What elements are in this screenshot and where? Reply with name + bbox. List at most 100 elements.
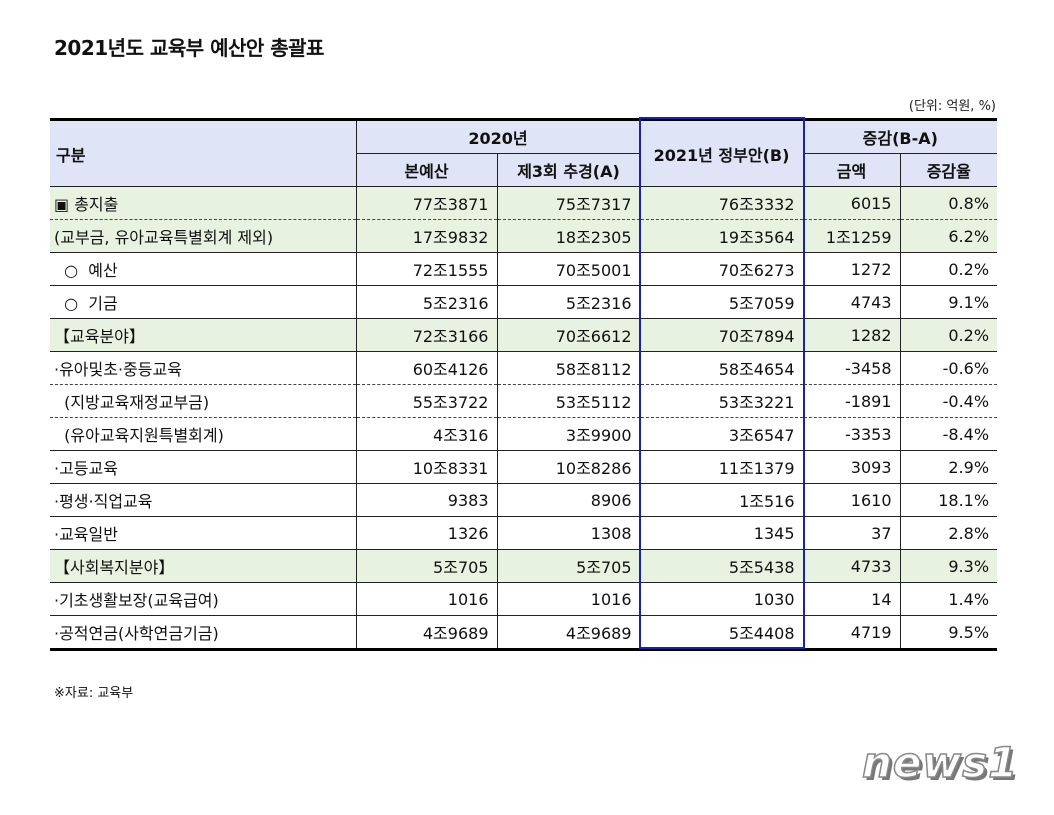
cell-label: ·평생·직업교육 — [50, 483, 356, 517]
table-row: ·유아및초·중등교육 60조4126 58조8112 58조4654 -3458 -0.6… — [50, 351, 998, 385]
cell-supp: 4조9689 — [496, 615, 641, 651]
cell-rate: 2.9% — [899, 450, 998, 484]
header-category: 구분 — [50, 118, 357, 187]
header-supp3: 제3회 추경(A) — [496, 153, 641, 187]
cell-main: 1326 — [355, 516, 497, 550]
cell-rate: 0.2% — [899, 252, 998, 286]
cell-gov: 58조4654 — [639, 351, 804, 385]
cell-label: (지방교육재정교부금) — [50, 384, 356, 418]
news1-logo: news1 — [861, 737, 1019, 788]
header-change: 증감(B-A) — [802, 118, 998, 154]
cell-label: ▣ 총지출 — [50, 186, 356, 220]
cell-supp: 3조9900 — [496, 417, 641, 451]
cell-amount: -3458 — [802, 351, 901, 385]
cell-amount: 4719 — [802, 615, 901, 651]
cell-label: ·공적연금(사학연금기금) — [50, 615, 356, 651]
cell-rate: -0.6% — [899, 351, 998, 385]
cell-main: 77조3871 — [355, 186, 497, 220]
cell-amount: 14 — [802, 582, 901, 616]
cell-main: 4조9689 — [355, 615, 497, 651]
cell-supp: 10조8286 — [496, 450, 641, 484]
cell-main: 17조9832 — [355, 219, 497, 253]
cell-main: 1016 — [355, 582, 497, 616]
cell-amount: 1272 — [802, 252, 901, 286]
table-row: (유아교육지원특별회계) 4조316 3조9900 3조6547 -3353 -8.4% — [50, 417, 998, 451]
cell-gov: 5조4408 — [639, 615, 804, 651]
cell-supp: 18조2305 — [496, 219, 641, 253]
table-row: 【교육분야】 72조3166 70조6612 70조7894 1282 0.2% — [50, 318, 998, 352]
cell-main: 60조4126 — [355, 351, 497, 385]
cell-main: 5조2316 — [355, 285, 497, 319]
cell-label: ·고등교육 — [50, 450, 356, 484]
table-row: ·고등교육 10조8331 10조8286 11조1379 3093 2.9% — [50, 450, 998, 484]
cell-gov: 70조7894 — [639, 318, 804, 352]
cell-gov: 3조6547 — [639, 417, 804, 451]
cell-supp: 1016 — [496, 582, 641, 616]
cell-label: (교부금, 유아교육특별회계 제외) — [50, 219, 356, 253]
cell-rate: 9.1% — [899, 285, 998, 319]
cell-amount: 1조1259 — [802, 219, 901, 253]
table-row: ·기초생활보장(교육급여) 1016 1016 1030 14 1.4% — [50, 582, 998, 616]
header-main-budget: 본예산 — [355, 153, 498, 187]
cell-rate: 18.1% — [899, 483, 998, 517]
cell-label: 【사회복지분야】 — [50, 549, 356, 583]
cell-gov: 76조3332 — [639, 186, 804, 220]
cell-supp: 5조705 — [496, 549, 641, 583]
cell-main: 72조1555 — [355, 252, 497, 286]
header-2021-gov: 2021년 정부안(B) — [639, 118, 804, 187]
cell-rate: 1.4% — [899, 582, 998, 616]
header-rate: 증감율 — [899, 153, 998, 187]
cell-gov: 53조3221 — [639, 384, 804, 418]
cell-main: 72조3166 — [355, 318, 497, 352]
cell-supp: 1308 — [496, 516, 641, 550]
cell-amount: -1891 — [802, 384, 901, 418]
cell-supp: 5조2316 — [496, 285, 641, 319]
table-row: ·교육일반 1326 1308 1345 37 2.8% — [50, 516, 998, 550]
cell-supp: 75조7317 — [496, 186, 641, 220]
cell-amount: 1610 — [802, 483, 901, 517]
unit-note: (단위: 억원, %) — [908, 99, 996, 114]
cell-label: ·유아및초·중등교육 — [50, 351, 356, 385]
cell-gov: 5조7059 — [639, 285, 804, 319]
cell-main: 9383 — [355, 483, 497, 517]
cell-label: ○ 기금 — [50, 285, 356, 319]
cell-amount: 3093 — [802, 450, 901, 484]
table-row: ▣ 총지출 77조3871 75조7317 76조3332 6015 0.8% — [50, 186, 998, 220]
cell-gov: 19조3564 — [639, 219, 804, 253]
cell-supp: 70조6612 — [496, 318, 641, 352]
cell-gov: 1345 — [639, 516, 804, 550]
page-title: 2021년도 교육부 예산안 총괄표 — [54, 36, 324, 60]
cell-main: 4조316 — [355, 417, 497, 451]
cell-supp: 58조8112 — [496, 351, 641, 385]
header-2020: 2020년 — [355, 118, 641, 154]
cell-amount: 1282 — [802, 318, 901, 352]
cell-amount: 6015 — [802, 186, 901, 220]
cell-main: 10조8331 — [355, 450, 497, 484]
cell-amount: -3353 — [802, 417, 901, 451]
cell-gov: 1조516 — [639, 483, 804, 517]
source-note: ※자료: 교육부 — [54, 686, 134, 701]
table-row: ·공적연금(사학연금기금) 4조9689 4조9689 5조4408 4719 9.5% — [50, 615, 998, 651]
table-row: 【사회복지분야】 5조705 5조705 5조5438 4733 9.3% — [50, 549, 998, 583]
cell-amount: 4743 — [802, 285, 901, 319]
cell-rate: -8.4% — [899, 417, 998, 451]
cell-main: 55조3722 — [355, 384, 497, 418]
table-row: ·평생·직업교육 9383 8906 1조516 1610 18.1% — [50, 483, 998, 517]
cell-label: (유아교육지원특별회계) — [50, 417, 356, 451]
cell-label: 【교육분야】 — [50, 318, 356, 352]
cell-rate: 9.3% — [899, 549, 998, 583]
cell-supp: 70조5001 — [496, 252, 641, 286]
cell-rate: -0.4% — [899, 384, 998, 418]
cell-rate: 0.8% — [899, 186, 998, 220]
cell-label: ·교육일반 — [50, 516, 356, 550]
cell-amount: 4733 — [802, 549, 901, 583]
cell-label: ·기초생활보장(교육급여) — [50, 582, 356, 616]
cell-rate: 9.5% — [899, 615, 998, 651]
cell-gov: 11조1379 — [639, 450, 804, 484]
cell-gov: 1030 — [639, 582, 804, 616]
table-row: (교부금, 유아교육특별회계 제외) 17조9832 18조2305 19조3564 1… — [50, 219, 998, 253]
cell-rate: 2.8% — [899, 516, 998, 550]
cell-gov: 5조5438 — [639, 549, 804, 583]
header-amount: 금액 — [802, 153, 901, 187]
cell-label: ○ 예산 — [50, 252, 356, 286]
